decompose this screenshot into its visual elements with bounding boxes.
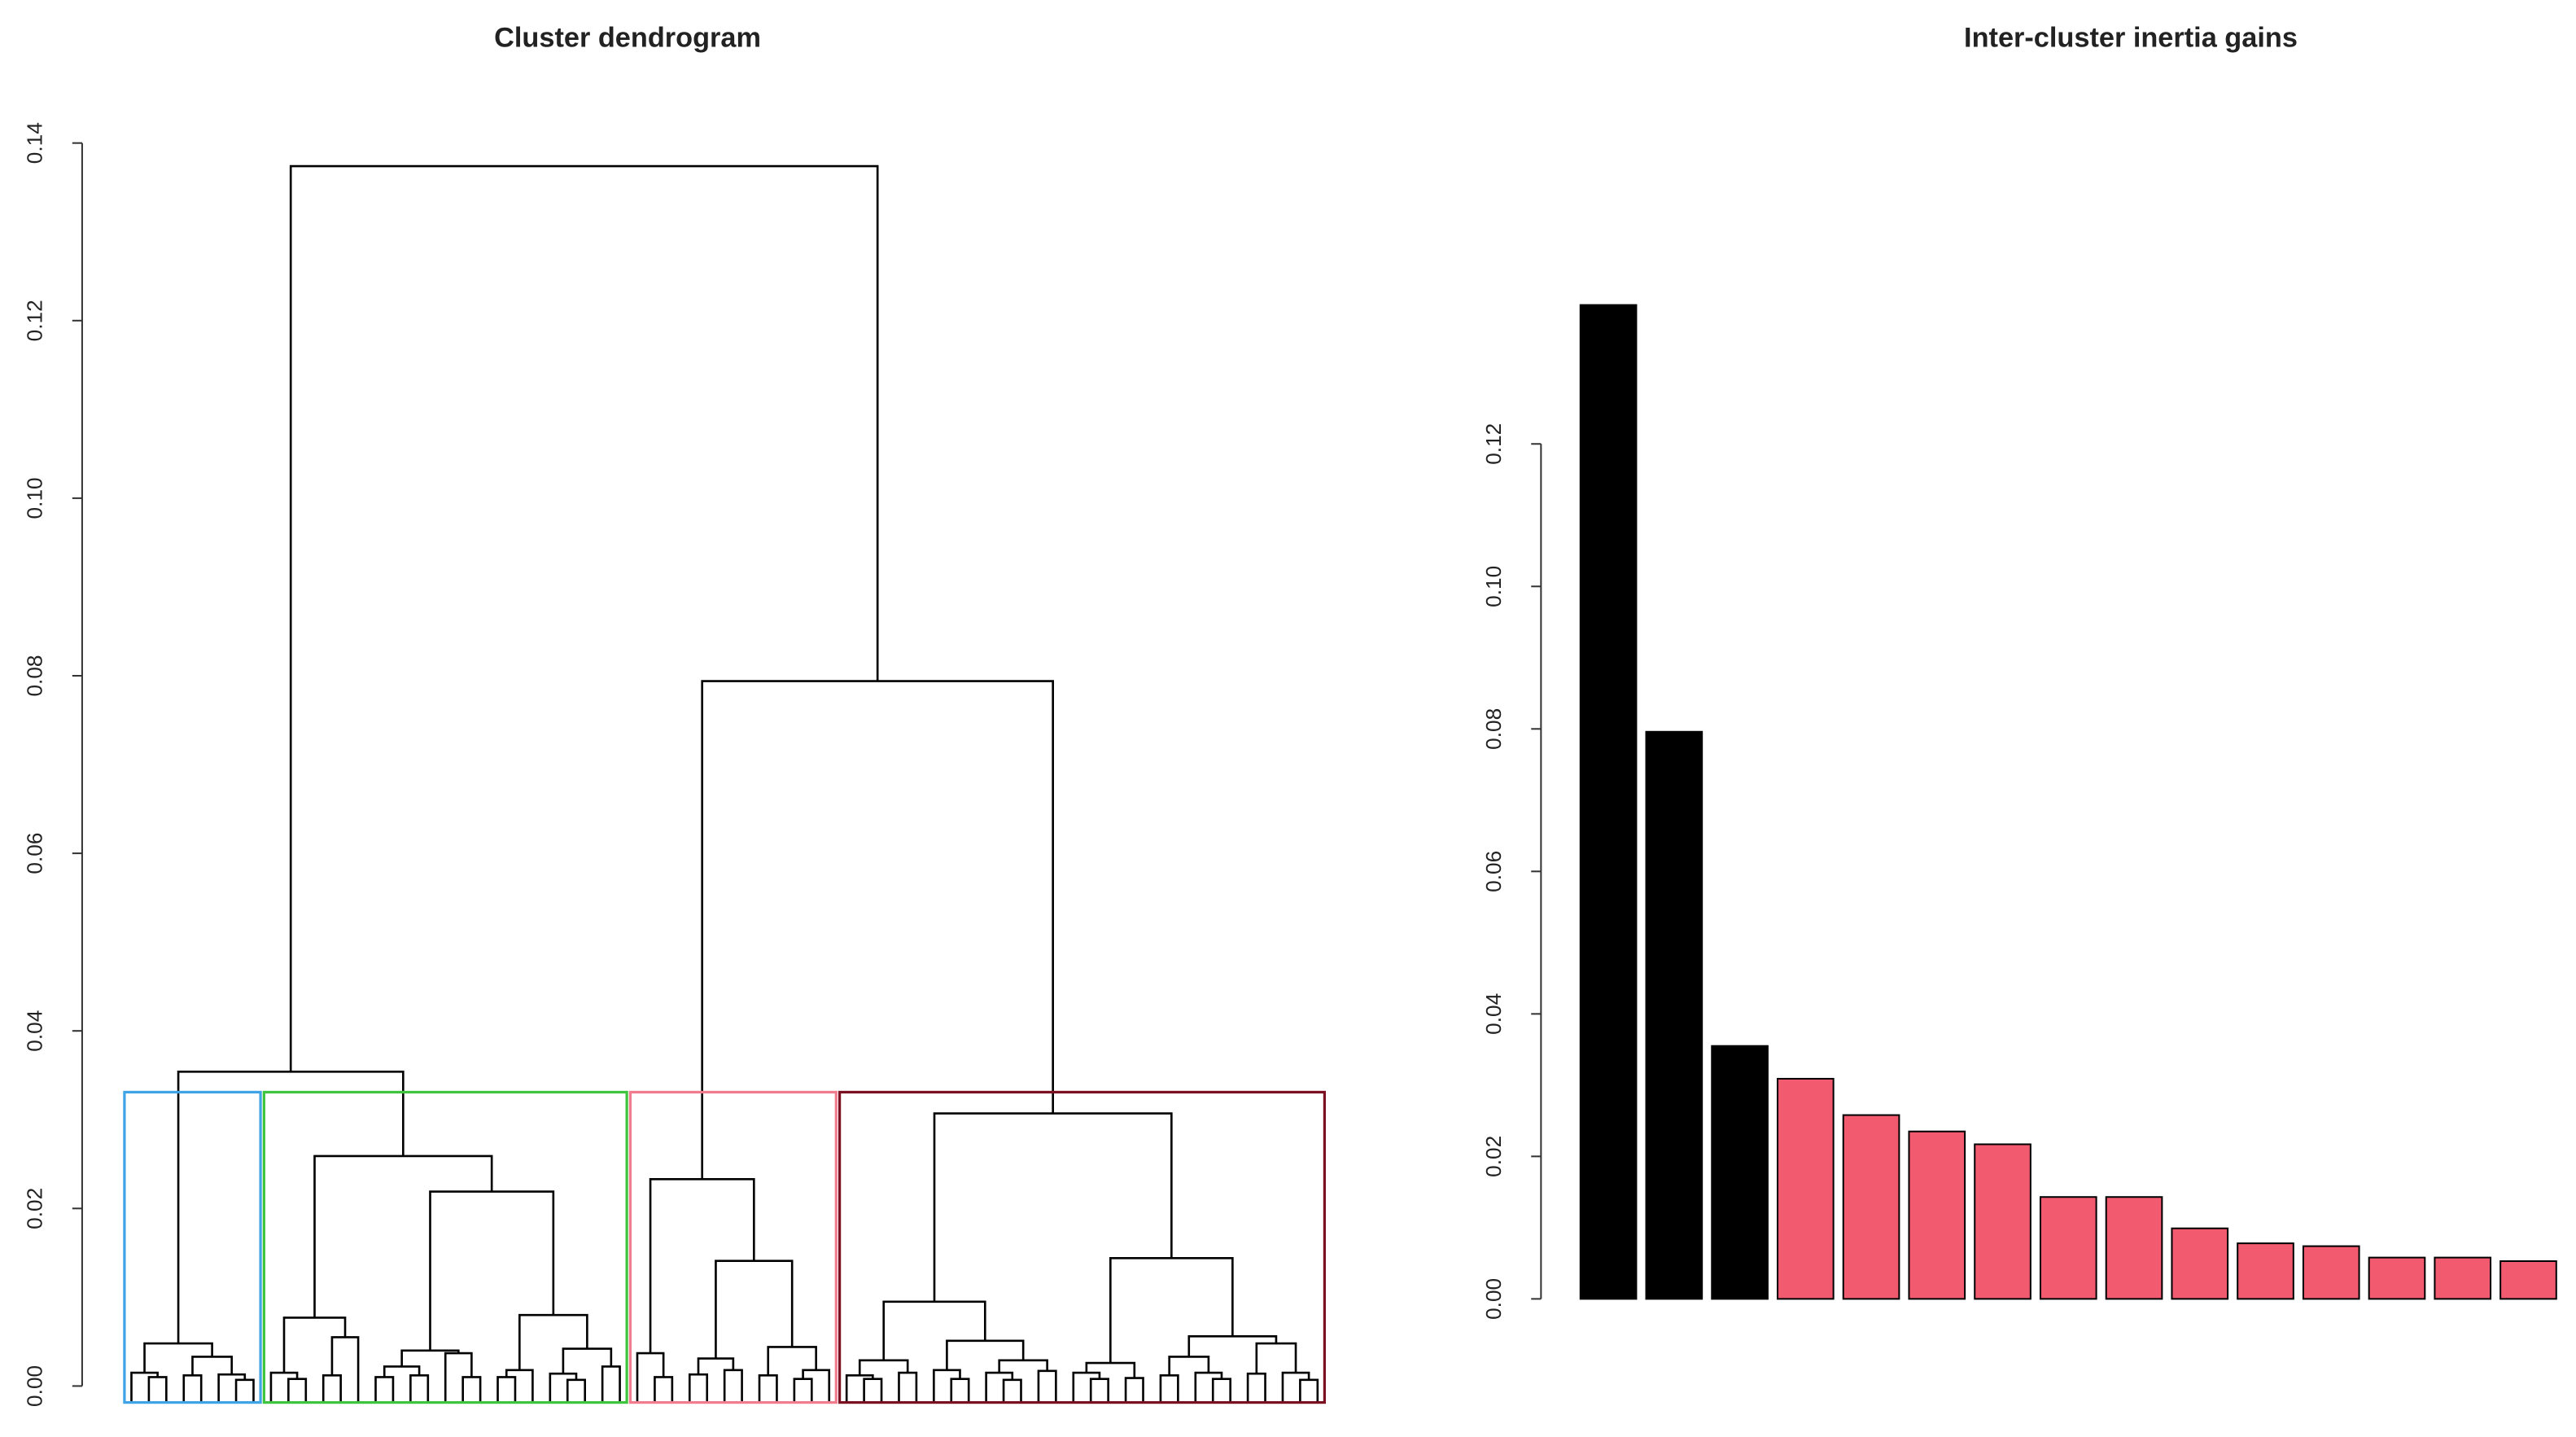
dendrogram-link — [802, 1369, 831, 1403]
dendrogram-link — [518, 1313, 588, 1370]
dendrogram-link — [950, 1378, 970, 1403]
bar — [2039, 1196, 2097, 1300]
dendrogram-link — [562, 1347, 613, 1374]
y-tick-label: 0.00 — [22, 1365, 46, 1407]
bar — [2434, 1256, 2492, 1300]
cluster-box — [262, 1090, 628, 1404]
dendrogram-link — [697, 1357, 735, 1375]
dendrogram-link — [1281, 1371, 1310, 1403]
dendrogram-link — [1194, 1371, 1223, 1403]
chart-title: Cluster dendrogram — [494, 23, 761, 54]
dendrogram-link — [147, 1376, 168, 1403]
dendrogram-link — [1037, 1369, 1057, 1403]
bar — [1777, 1077, 1835, 1300]
dendrogram-link — [654, 1376, 674, 1403]
dendrogram-link — [946, 1339, 1025, 1370]
dendrogram-link — [409, 1373, 430, 1403]
cluster-box — [628, 1090, 838, 1404]
dendrogram-link — [461, 1376, 482, 1403]
dendrogram-link — [217, 1373, 247, 1403]
bar — [1711, 1045, 1769, 1300]
bar — [2171, 1227, 2229, 1300]
dendrogram-link — [933, 1112, 1173, 1302]
chart-title: Inter-cluster inertia gains — [1964, 23, 2298, 54]
y-tick-label: 0.10 — [22, 477, 46, 519]
dendrogram-link — [1124, 1377, 1144, 1403]
bar — [1908, 1130, 1966, 1300]
dendrogram-link — [1255, 1342, 1297, 1374]
cluster-box — [838, 1090, 1327, 1404]
y-tick-label: 0.00 — [1481, 1278, 1506, 1320]
y-tick-label: 0.02 — [1481, 1136, 1506, 1177]
dendrogram-link — [1246, 1372, 1266, 1403]
dendrogram-link — [882, 1300, 986, 1360]
dendrogram-link — [374, 1376, 395, 1403]
dendrogram-link — [701, 680, 1054, 1180]
dendrogram-link — [758, 1373, 778, 1403]
y-tick-label: 0.10 — [1481, 566, 1506, 607]
dendrogram-link — [1187, 1335, 1278, 1357]
y-tick-label: 0.06 — [22, 833, 46, 874]
dendrogram-link — [793, 1378, 813, 1403]
dendrogram-link — [1159, 1373, 1179, 1403]
y-tick-label: 0.04 — [1481, 993, 1506, 1035]
dendrogram-link — [985, 1371, 1014, 1403]
dendrogram-link — [601, 1365, 621, 1403]
dendrogram-link — [1002, 1378, 1022, 1403]
dendrogram-link — [383, 1365, 421, 1378]
dendrogram-link — [1109, 1257, 1234, 1364]
dendrogram-link — [182, 1373, 203, 1403]
y-tick-label: 0.08 — [1481, 708, 1506, 750]
dendrogram-link — [933, 1369, 961, 1403]
dendrogram-link — [898, 1371, 918, 1403]
y-tick-label: 0.12 — [1481, 423, 1506, 465]
y-tick-label: 0.06 — [1481, 851, 1506, 892]
dendrogram-link — [1211, 1378, 1231, 1403]
bar — [1645, 730, 1703, 1300]
dendrogram-link — [496, 1376, 517, 1403]
bar — [1579, 304, 1638, 1300]
y-tick-label: 0.12 — [22, 300, 46, 341]
dendrogram-link — [282, 1317, 347, 1373]
dendrogram-link — [505, 1369, 534, 1403]
dendrogram-link — [1085, 1361, 1136, 1378]
dendrogram-link — [321, 1373, 342, 1403]
y-tick-label: 0.04 — [22, 1010, 46, 1052]
dendrogram-link — [191, 1356, 234, 1376]
dendrogram-link — [234, 1378, 255, 1403]
dendrogram-link — [1072, 1371, 1101, 1403]
bar — [2368, 1256, 2426, 1300]
dendrogram-link — [649, 1177, 755, 1354]
dendrogram-link — [143, 1342, 213, 1373]
dendrogram-link — [549, 1372, 578, 1403]
dendrogram-link — [723, 1369, 743, 1403]
bar — [1842, 1114, 1900, 1300]
dendrogram-link — [1089, 1378, 1109, 1403]
dendrogram-link — [863, 1378, 883, 1403]
bar — [2105, 1196, 2163, 1300]
y-tick-label: 0.08 — [22, 655, 46, 696]
dendrogram-link — [287, 1378, 308, 1403]
dendrogram-link — [1299, 1378, 1319, 1403]
dendrogram-link — [269, 1371, 299, 1403]
y-tick-label: 0.14 — [22, 122, 46, 164]
y-tick-label: 0.02 — [22, 1188, 46, 1229]
dendrogram-link — [177, 1071, 405, 1344]
dendrogram-link — [715, 1260, 794, 1359]
bar — [1974, 1143, 2031, 1300]
cluster-box — [123, 1090, 262, 1404]
dendrogram-link — [767, 1346, 817, 1376]
bar — [2499, 1260, 2557, 1300]
bar — [2237, 1242, 2294, 1300]
dendrogram-link — [289, 164, 879, 1072]
dendrogram-link — [313, 1154, 493, 1318]
dendrogram-link — [330, 1336, 360, 1403]
dendrogram-link — [688, 1373, 709, 1403]
bar — [2302, 1245, 2360, 1300]
dendrogram-link — [429, 1190, 555, 1351]
dendrogram-link — [566, 1378, 587, 1403]
